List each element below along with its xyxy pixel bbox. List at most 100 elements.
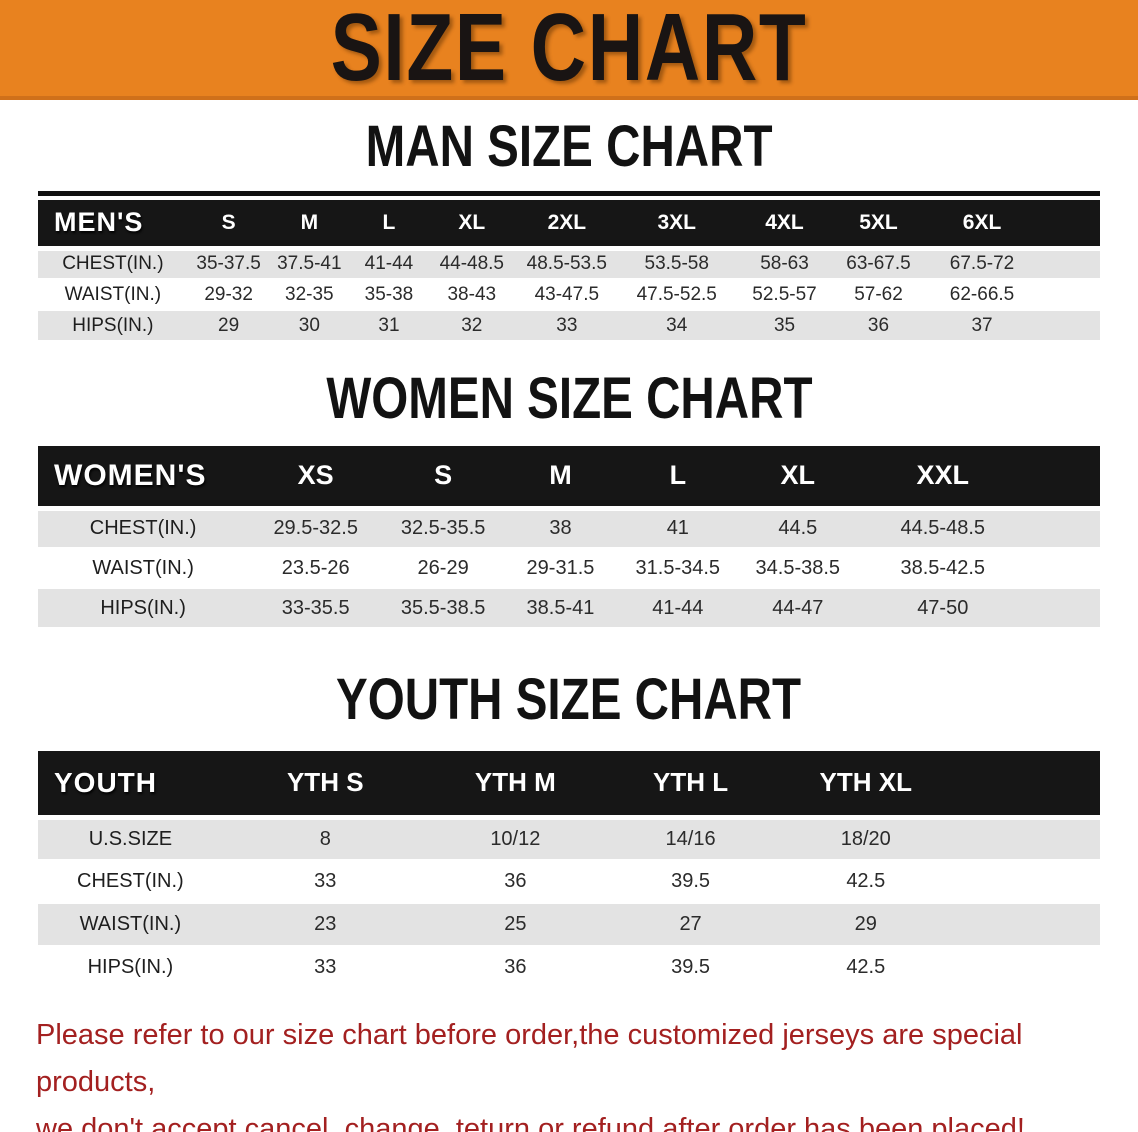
table-body: CHEST(IN.) 29.5-32.5 32.5-35.5 38 41 44.5 44.5… [38,508,1100,629]
row-label: HIPS(IN.) [38,310,188,342]
column-header: L [617,446,738,511]
disclaimer-line-1: Please refer to our size chart before or… [36,1019,1023,1098]
header-row: YOUTH YTH S YTH M YTH L YTH XL [38,751,1100,820]
data-cell: 63-67.5 [834,248,923,280]
table-header: MEN'S S M L XL 2XL 3XL 4XL 5XL 6XL [38,200,1100,251]
table-header: YOUTH YTH S YTH M YTH L YTH XL [38,751,1100,820]
row-label: WAIST(IN.) [38,903,223,947]
filler-cell [1041,200,1100,251]
data-cell: 52.5-57 [734,279,835,311]
column-header: XL [737,446,858,511]
men-size-table: MEN'S S M L XL 2XL 3XL 4XL 5XL 6XL CHEST(IN.) 35-37… [38,200,1100,342]
data-cell: 67.5-72 [922,248,1042,280]
filler-cell [1027,446,1100,511]
data-cell: 42.5 [778,860,954,904]
data-cell: 29 [778,903,954,947]
data-cell: 25 [427,903,603,947]
data-cell: 33 [514,310,619,342]
data-cell: 53.5-58 [618,248,735,280]
data-cell: 47.5-52.5 [618,279,735,311]
row-label: U.S.SIZE [38,817,223,861]
data-cell: 62-66.5 [922,279,1042,311]
filler-cell [1041,279,1100,311]
data-cell: 44.5-48.5 [857,508,1028,549]
column-header: YTH M [427,751,603,820]
column-header: 2XL [514,200,619,251]
data-cell: 42.5 [778,946,954,990]
youth-table-wrap: YOUTH YTH S YTH M YTH L YTH XL U.S.SIZE 8 10/12… [38,751,1100,990]
data-cell: 27 [602,903,779,947]
column-header: S [383,446,504,511]
row-label: CHEST(IN.) [38,508,249,549]
filler-cell [953,946,1100,990]
filler-cell [1041,248,1100,280]
data-cell: 36 [427,946,603,990]
data-cell: 32 [428,310,515,342]
data-cell: 39.5 [602,946,779,990]
men-table-wrap: MEN'S S M L XL 2XL 3XL 4XL 5XL 6XL CHEST(IN.) 35-37… [38,191,1100,342]
data-cell: 38.5-41 [503,588,618,629]
data-cell: 44-47 [737,588,858,629]
data-cell: 23.5-26 [248,548,384,589]
disclaimer: Please refer to our size chart before or… [36,1012,1108,1132]
data-cell: 58-63 [734,248,835,280]
column-header: YTH S [222,751,428,820]
youth-size-chart-title: YOUTH SIZE CHART [336,667,802,732]
data-cell: 44.5 [737,508,858,549]
column-header: M [269,200,350,251]
data-cell: 48.5-53.5 [514,248,619,280]
column-header: M [503,446,618,511]
page-title: SIZE CHART [330,0,808,101]
data-cell: 36 [834,310,923,342]
data-cell: 33 [222,946,428,990]
row-label: HIPS(IN.) [38,588,249,629]
column-header: YTH XL [778,751,954,820]
data-cell: 36 [427,860,603,904]
data-cell: 18/20 [778,817,954,861]
header-row: MEN'S S M L XL 2XL 3XL 4XL 5XL 6XL [38,200,1100,251]
data-cell: 23 [222,903,428,947]
data-cell: 31.5-34.5 [617,548,738,589]
youth-size-table: YOUTH YTH S YTH M YTH L YTH XL U.S.SIZE 8 10/12… [38,751,1100,990]
data-cell: 57-62 [834,279,923,311]
women-size-table: WOMEN'S XS S M L XL XXL CHEST(IN.) 29.5-32.5 32.5… [38,446,1100,629]
table-row: CHEST(IN.) 29.5-32.5 32.5-35.5 38 41 44.5 44.5… [38,508,1100,549]
table-row: U.S.SIZE 8 10/12 14/16 18/20 [38,817,1100,861]
table-row: WAIST(IN.) 29-32 32-35 35-38 38-43 43-47.5 47.… [38,279,1100,311]
data-cell: 32.5-35.5 [383,508,504,549]
column-header: 5XL [834,200,923,251]
data-cell: 47-50 [857,588,1028,629]
section-heading-man: MAN SIZE CHART [0,116,1138,178]
column-header: YTH L [602,751,779,820]
data-cell: 29-31.5 [503,548,618,589]
table-row: CHEST(IN.) 33 36 39.5 42.5 [38,860,1100,904]
data-cell: 38.5-42.5 [857,548,1028,589]
data-cell: 34 [618,310,735,342]
filler-cell [1041,310,1100,342]
row-label: CHEST(IN.) [38,248,188,280]
column-header: XS [248,446,384,511]
data-cell: 33-35.5 [248,588,384,629]
column-header: XXL [857,446,1028,511]
column-header: 3XL [618,200,735,251]
row-label: CHEST(IN.) [38,860,223,904]
filler-cell [953,817,1100,861]
data-cell: 29 [187,310,270,342]
women-table-wrap: WOMEN'S XS S M L XL XXL CHEST(IN.) 29.5-32.5 32.5… [38,446,1100,629]
filler-cell [953,903,1100,947]
column-header: 4XL [734,200,835,251]
man-size-chart-title: MAN SIZE CHART [365,114,773,179]
data-cell: 43-47.5 [514,279,619,311]
data-cell: 35-38 [349,279,429,311]
size-chart-banner: SIZE CHART [0,0,1138,100]
data-cell: 35.5-38.5 [383,588,504,629]
data-cell: 31 [349,310,429,342]
table-title: YOUTH [38,751,223,820]
data-cell: 32-35 [269,279,350,311]
table-row: WAIST(IN.) 23.5-26 26-29 29-31.5 31.5-34.5 34… [38,548,1100,589]
data-cell: 29.5-32.5 [248,508,384,549]
filler-cell [1027,588,1100,629]
data-cell: 35-37.5 [187,248,270,280]
table-row: HIPS(IN.) 33-35.5 35.5-38.5 38.5-41 41-44 44-… [38,588,1100,629]
